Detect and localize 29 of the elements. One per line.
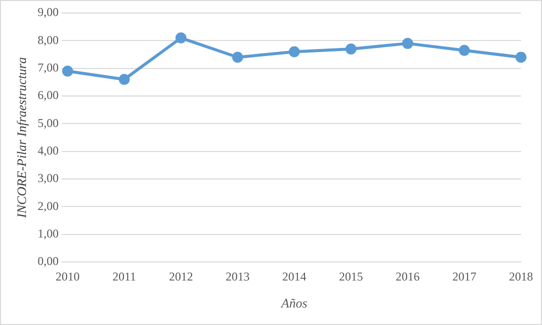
x-tick-label: 2012 xyxy=(168,269,193,284)
point xyxy=(402,38,414,49)
y-tick-label: 1,00 xyxy=(38,226,59,240)
y-axis-title: INCORE-Pilar Infraestructura xyxy=(14,56,30,219)
x-tick-label: 2015 xyxy=(338,269,363,284)
point xyxy=(118,74,130,85)
x-axis-title: Años xyxy=(280,296,308,311)
point xyxy=(232,52,244,63)
point xyxy=(288,46,300,58)
y-tick-label: 8,00 xyxy=(38,32,59,47)
x-tick-label: 2014 xyxy=(282,269,306,284)
y-tick-label: 4,00 xyxy=(38,143,59,158)
point xyxy=(458,44,470,56)
y-tick-label: 2,00 xyxy=(38,198,59,213)
y-tick-label: 9,00 xyxy=(38,5,59,20)
y-tick-label: 7,00 xyxy=(38,60,59,74)
point xyxy=(175,32,186,44)
y-tick-label: 5,00 xyxy=(38,116,59,130)
y-tick-label: 0,00 xyxy=(38,254,59,268)
x-tick-label: 2018 xyxy=(509,269,533,284)
x-tick-label: 2017 xyxy=(452,269,476,284)
x-tick-label: 2010 xyxy=(56,269,80,284)
y-tick-label: 3,00 xyxy=(38,171,59,186)
y-tick-label: 6,00 xyxy=(38,88,59,102)
point xyxy=(345,43,356,54)
point xyxy=(516,52,526,63)
x-tick-label: 2011 xyxy=(112,269,136,284)
x-tick-label: 2013 xyxy=(226,269,250,284)
x-tick-label: 2016 xyxy=(396,269,420,284)
